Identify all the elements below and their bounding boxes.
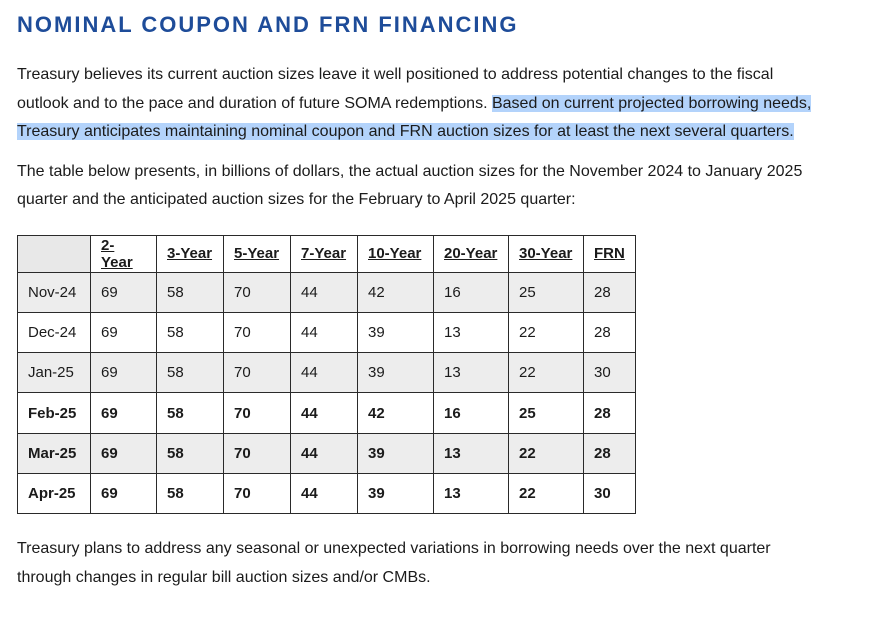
table-cell: 39 bbox=[357, 352, 434, 394]
table-cell: 13 bbox=[433, 352, 509, 394]
table-cell: 58 bbox=[156, 271, 224, 313]
table-cell: 30 bbox=[583, 472, 636, 515]
table-cell: 22 bbox=[508, 472, 584, 515]
table-row: Jan-25 69 58 70 44 39 13 22 30 bbox=[17, 352, 636, 394]
table-cell: 70 bbox=[223, 271, 291, 313]
table-row: Apr-25 69 58 70 44 39 13 22 30 bbox=[17, 472, 636, 515]
table-cell: 70 bbox=[223, 432, 291, 474]
table-cell: 39 bbox=[357, 472, 434, 515]
intro-paragraph: Treasury believes its current auction si… bbox=[17, 61, 817, 147]
header-7-year: 7-Year bbox=[290, 234, 358, 273]
document-page: NOMINAL COUPON AND FRN FINANCING Treasur… bbox=[17, 12, 817, 586]
header-5-year: 5-Year bbox=[223, 234, 291, 273]
table-cell: 44 bbox=[290, 472, 358, 515]
table-cell: 25 bbox=[508, 271, 584, 313]
table-cell: 69 bbox=[90, 311, 157, 354]
table-row: Dec-24 69 58 70 44 39 13 22 28 bbox=[17, 311, 636, 354]
header-3-year: 3-Year bbox=[156, 234, 224, 273]
table-cell: 22 bbox=[508, 432, 584, 474]
row-label: Mar-25 bbox=[17, 432, 91, 474]
table-row: Mar-25 69 58 70 44 39 13 22 28 bbox=[17, 432, 636, 474]
table-cell: 58 bbox=[156, 432, 224, 474]
table-cell: 16 bbox=[433, 392, 509, 434]
row-label: Feb-25 bbox=[17, 392, 91, 434]
table-cell: 16 bbox=[433, 271, 509, 313]
table-row: Nov-24 69 58 70 44 42 16 25 28 bbox=[17, 271, 636, 313]
table-cell: 28 bbox=[583, 271, 636, 313]
table-cell: 39 bbox=[357, 432, 434, 474]
table-cell: 25 bbox=[508, 392, 584, 434]
table-cell: 58 bbox=[156, 311, 224, 354]
row-label: Nov-24 bbox=[17, 271, 91, 313]
table-cell: 28 bbox=[583, 392, 636, 434]
table-cell: 70 bbox=[223, 311, 291, 354]
row-label: Jan-25 bbox=[17, 352, 91, 394]
table-cell: 13 bbox=[433, 311, 509, 354]
table-cell: 22 bbox=[508, 311, 584, 354]
table-cell: 28 bbox=[583, 311, 636, 354]
table-cell: 70 bbox=[223, 352, 291, 394]
row-label: Dec-24 bbox=[17, 311, 91, 354]
table-cell: 70 bbox=[223, 392, 291, 434]
table-cell: 42 bbox=[357, 392, 434, 434]
table-cell: 13 bbox=[433, 432, 509, 474]
table-cell: 42 bbox=[357, 271, 434, 313]
table-cell: 44 bbox=[290, 432, 358, 474]
table-cell: 58 bbox=[156, 352, 224, 394]
table-cell: 69 bbox=[90, 392, 157, 434]
closing-paragraph: Treasury plans to address any seasonal o… bbox=[17, 540, 771, 586]
table-cell: 44 bbox=[290, 271, 358, 313]
header-10-year: 10-Year bbox=[357, 234, 434, 273]
table-cell: 70 bbox=[223, 472, 291, 515]
section-heading: NOMINAL COUPON AND FRN FINANCING bbox=[17, 12, 519, 37]
table-cell: 13 bbox=[433, 472, 509, 515]
table-cell: 58 bbox=[156, 472, 224, 515]
header-30-year: 30-Year bbox=[508, 234, 584, 273]
table-cell: 30 bbox=[583, 352, 636, 394]
table-cell: 58 bbox=[156, 392, 224, 434]
table-cell: 69 bbox=[90, 352, 157, 394]
table-cell: 44 bbox=[290, 311, 358, 354]
header-20-year: 20-Year bbox=[433, 234, 509, 273]
table-cell: 39 bbox=[357, 311, 434, 354]
intro-text: Treasury believes its current auction si… bbox=[17, 66, 774, 112]
header-2-year: 2-Year bbox=[90, 234, 157, 273]
row-label: Apr-25 bbox=[17, 472, 91, 515]
table-cell: 22 bbox=[508, 352, 584, 394]
table-cell: 44 bbox=[290, 392, 358, 434]
table-row: Feb-25 69 58 70 44 42 16 25 28 bbox=[17, 392, 636, 434]
table-cell: 69 bbox=[90, 472, 157, 515]
table-description: The table below presents, in billions of… bbox=[17, 162, 803, 209]
table-cell: 69 bbox=[90, 271, 157, 313]
table-cell: 44 bbox=[290, 352, 358, 394]
header-corner bbox=[17, 234, 91, 273]
table-cell: 69 bbox=[90, 432, 157, 474]
table-header-row: 2-Year 3-Year 5-Year 7-Year 10-Year 20-Y… bbox=[17, 234, 636, 273]
auction-sizes-table: 2-Year 3-Year 5-Year 7-Year 10-Year 20-Y… bbox=[17, 234, 636, 515]
table-cell: 28 bbox=[583, 432, 636, 474]
header-frn: FRN bbox=[583, 234, 636, 273]
